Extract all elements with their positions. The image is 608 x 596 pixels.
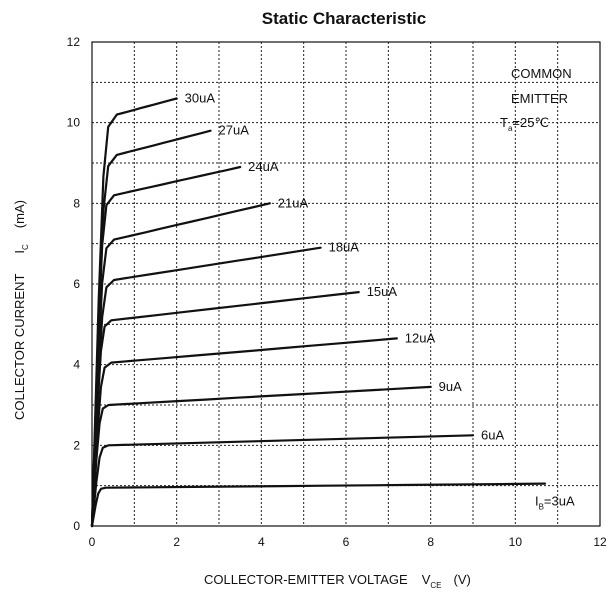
curve-9uA: [90, 385, 432, 528]
y-axis-symbol: I: [12, 250, 27, 254]
x-tick-label: 10: [509, 535, 523, 549]
x-axis-symbol: V: [422, 572, 431, 587]
y-axis-sub: C: [21, 244, 30, 250]
curve-label-9uA: 9uA: [439, 379, 462, 394]
curve-label-27uA: 27uA: [219, 123, 250, 138]
x-axis-sub: CE: [430, 581, 441, 590]
curves: [90, 97, 547, 528]
curve-30uA: [90, 97, 178, 528]
curve-label-24uA: 24uA: [248, 159, 279, 174]
x-tick-label: 2: [173, 535, 180, 549]
x-axis-unit: (V): [454, 572, 471, 587]
curve-label-18uA: 18uA: [329, 240, 360, 255]
curve-3uA: [90, 482, 547, 528]
x-tick-labels: 0 2 4 6 8 10 12: [89, 535, 607, 549]
x-tick-label: 6: [343, 535, 350, 549]
curve-24uA: [90, 165, 242, 528]
svg-text:COLLECTOR CURRENTIC(mA): COLLECTOR CURRENT IC (mA): [12, 200, 30, 420]
y-tick-label: 6: [73, 277, 80, 291]
curve-12uA: [90, 337, 398, 528]
curve-label-21uA: 21uA: [278, 195, 309, 210]
curve-21uA: [90, 202, 271, 528]
x-tick-label: 8: [427, 535, 434, 549]
curve-label-15uA: 15uA: [367, 284, 398, 299]
y-tick-label: 4: [73, 358, 80, 372]
y-tick-label: 10: [67, 116, 81, 130]
temp-symbol: T: [500, 115, 508, 130]
condition-annotation: COMMON EMITTER Ta=25℃: [500, 66, 572, 133]
gridlines: [92, 42, 600, 526]
chart-title: Static Characteristic: [262, 9, 426, 28]
curve-15uA: [90, 291, 360, 528]
annotation-line2: EMITTER: [511, 91, 568, 106]
y-tick-label: 2: [73, 438, 80, 452]
curve-label-12uA: 12uA: [405, 330, 436, 345]
curve-labels: 30uA 27uA 24uA 21uA 18uA 15uA 12uA 9uA 6uA IB=3uA: [185, 90, 575, 511]
x-tick-label: 4: [258, 535, 265, 549]
annotation-temp: Ta=25℃: [500, 115, 549, 133]
x-axis-label-main: COLLECTOR-EMITTER VOLTAGE: [204, 572, 408, 587]
y-tick-label: 0: [73, 519, 80, 533]
y-axis-label-main: COLLECTOR CURRENT: [12, 274, 27, 420]
curve-27uA: [90, 129, 212, 528]
curve-label-30uA: 30uA: [185, 90, 216, 105]
x-tick-label: 0: [89, 535, 96, 549]
curve-label-6uA: 6uA: [481, 427, 504, 442]
y-tick-label: 12: [67, 35, 81, 49]
temp-value: =25℃: [512, 115, 549, 130]
temp-sub: a: [508, 124, 513, 133]
y-axis-unit: (mA): [12, 200, 27, 228]
y-tick-label: 8: [73, 196, 80, 210]
x-tick-label: 12: [593, 535, 607, 549]
plot-frame: [91, 41, 601, 527]
annotation-line1: COMMON: [511, 66, 572, 81]
curve-label-3uA: IB=3uA: [535, 494, 575, 512]
y-axis-label: COLLECTOR CURRENT IC (mA): [12, 200, 30, 420]
x-axis-label: COLLECTOR-EMITTER VOLTAGE VCE (V): [204, 572, 471, 590]
curve-18uA: [90, 246, 322, 528]
curve-6uA: [90, 434, 475, 528]
y-tick-labels: 0 2 4 6 8 10 12: [67, 35, 81, 533]
